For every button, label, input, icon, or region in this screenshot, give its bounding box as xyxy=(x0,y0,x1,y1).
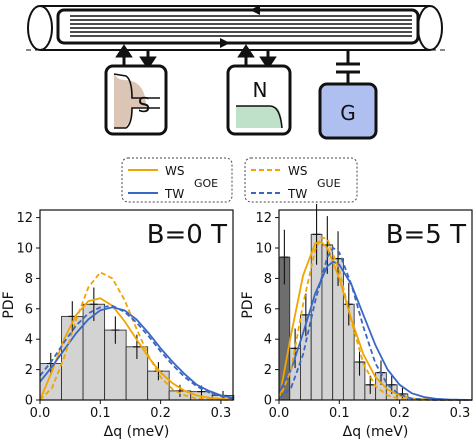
superconductor-dos-fill xyxy=(114,74,146,128)
legend-gue-ws-label: WS xyxy=(288,164,307,178)
nanowire-left-end xyxy=(27,5,53,51)
y-tick-label: 6 xyxy=(264,302,272,317)
legend-goe-ws-label: WS xyxy=(165,164,184,178)
x-axis-label: Δq (meV) xyxy=(104,424,170,440)
legend-goe: WS TW GOE xyxy=(121,157,233,203)
field-annotation: B=0 T xyxy=(147,220,227,250)
s-contacts xyxy=(115,44,277,70)
plot-frame xyxy=(39,209,234,401)
x-tick-label: 0.2 xyxy=(389,406,410,421)
legend-goe-tag: GOE xyxy=(194,177,218,190)
y-tick-label: 0 xyxy=(264,394,272,409)
box-s-label: S xyxy=(138,93,151,117)
legend-gue-frame xyxy=(244,157,358,203)
arrow-bottom-right-icon xyxy=(220,38,230,48)
box-g-label: G xyxy=(340,101,356,125)
x-tick-label: 0.3 xyxy=(211,406,232,421)
legend-goe-tw-label: TW xyxy=(164,187,184,201)
curve-goe-ws xyxy=(39,297,234,401)
y-tick-label: 4 xyxy=(264,333,272,348)
y-axis-label: PDF xyxy=(1,291,17,318)
y-axis-label: PDF xyxy=(240,291,256,318)
legend-gue: WS TW GUE xyxy=(244,157,358,203)
gate-box xyxy=(318,82,378,140)
curve-gue-tw xyxy=(278,246,472,401)
nanowire-right-end xyxy=(417,5,443,51)
device-schematic: S N G xyxy=(26,5,446,140)
curve-gue-tw xyxy=(39,304,234,400)
superconductor-dos-curve xyxy=(113,73,160,129)
box-n-label: N xyxy=(253,78,268,102)
y-tick-label: 12 xyxy=(16,211,33,226)
x-tick-label: 0.0 xyxy=(30,406,51,421)
y-tick-label: 8 xyxy=(264,272,272,287)
x-tick-label: 0.1 xyxy=(90,406,111,421)
field-annotation: B=5 T xyxy=(386,220,466,250)
curve-goe-tw xyxy=(278,260,473,401)
y-tick-label: 6 xyxy=(25,302,33,317)
y-tick-label: 12 xyxy=(255,211,272,226)
y-tick-label: 2 xyxy=(264,363,272,378)
y-tick-label: 0 xyxy=(25,394,33,409)
y-tick-label: 2 xyxy=(25,363,33,378)
legend-gue-tag: GUE xyxy=(317,177,341,190)
normal-metal-dos-fill xyxy=(236,106,282,128)
x-axis-label: Δq (meV) xyxy=(343,424,409,440)
histogram-panel-b0: 0.0 0.1 0.2 0.3 0 2 4 6 8 10 12 Δq (meV) PDF B=0 T xyxy=(1,209,235,440)
inner-channels xyxy=(70,15,412,37)
edge-channel-loop xyxy=(56,8,420,45)
x-tick-label: 0.3 xyxy=(450,406,471,421)
x-tick-label: 0.0 xyxy=(269,406,290,421)
gate-capacitor xyxy=(336,50,360,84)
y-tick-label: 4 xyxy=(25,333,33,348)
y-tick-label: 10 xyxy=(16,242,33,257)
curve-gue-ws xyxy=(39,271,234,401)
x-tick-label: 0.1 xyxy=(329,406,350,421)
arrow-top-left-icon xyxy=(250,5,260,15)
curve-goe-tw xyxy=(39,306,234,399)
normal-metal-dos-curve xyxy=(236,105,283,129)
y-tick-label: 10 xyxy=(255,242,272,257)
x-tick-label: 0.2 xyxy=(150,406,171,421)
legend-gue-tw-label: TW xyxy=(287,187,307,201)
plot-frame xyxy=(278,209,473,401)
y-tick-label: 8 xyxy=(25,272,33,287)
histogram-panel-b5: 0.0 0.1 0.2 0.3 0 2 4 6 8 10 12 Δq (meV) PDF B=5 T xyxy=(240,203,473,440)
